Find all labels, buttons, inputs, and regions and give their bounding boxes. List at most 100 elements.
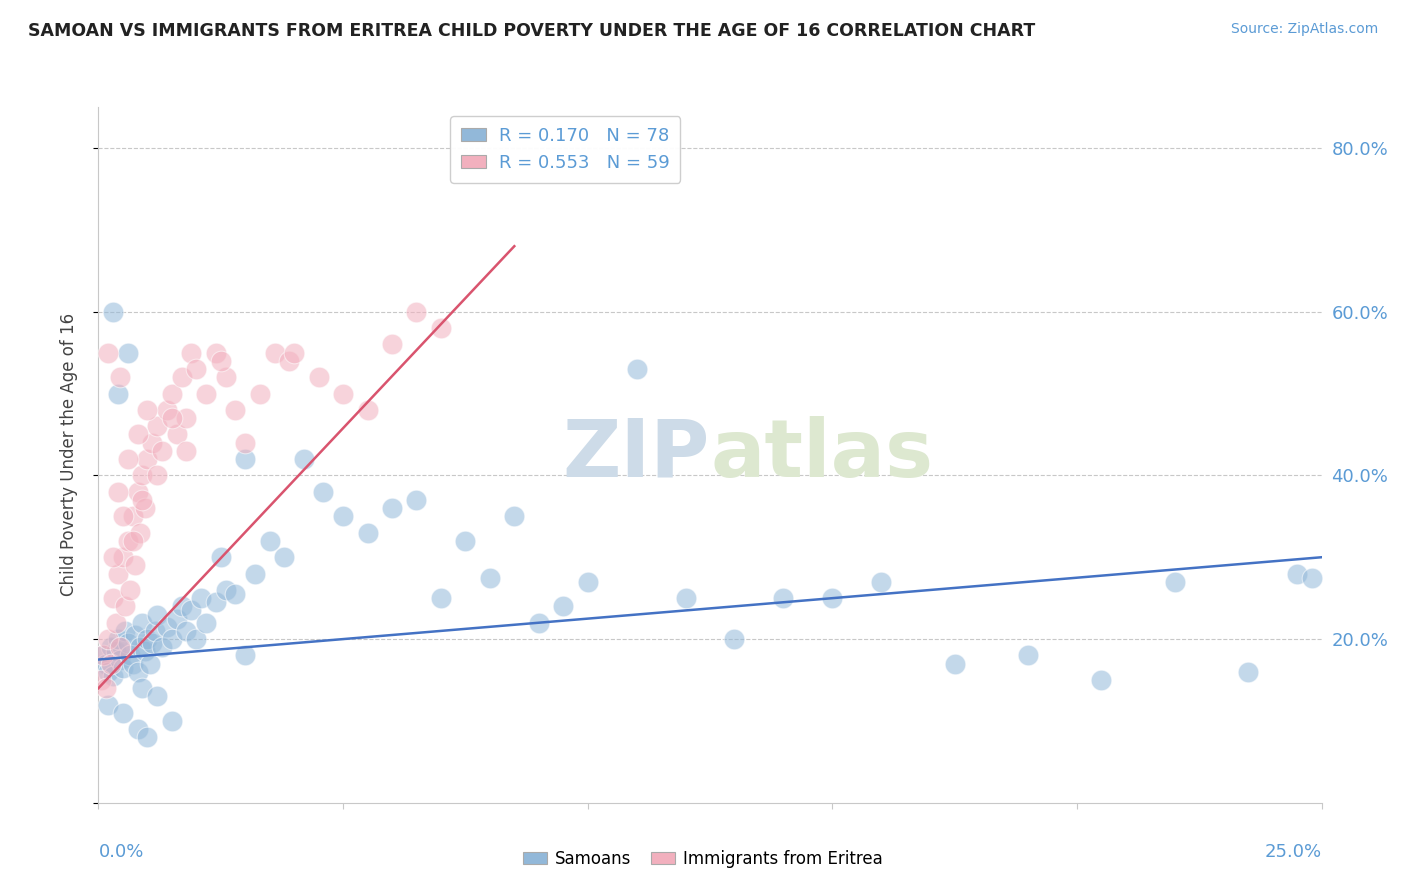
- Point: [101, 304, 124, 318]
- Point: [111, 509, 134, 524]
- Point: [430, 591, 453, 606]
- Point: [233, 435, 256, 450]
- Point: [90, 673, 112, 687]
- Legend: R = 0.170   N = 78, R = 0.553   N = 59: R = 0.170 N = 78, R = 0.553 N = 59: [450, 116, 681, 183]
- Point: [117, 345, 139, 359]
- Text: ZIP: ZIP: [562, 416, 710, 494]
- Point: [117, 636, 139, 650]
- Point: [478, 571, 501, 585]
- Point: [356, 525, 378, 540]
- Point: [134, 644, 156, 658]
- Point: [176, 443, 198, 458]
- Point: [943, 657, 966, 671]
- Point: [312, 484, 335, 499]
- Point: [160, 714, 183, 728]
- Point: [176, 624, 198, 638]
- Point: [121, 533, 143, 548]
- Point: [136, 452, 159, 467]
- Point: [107, 386, 129, 401]
- Text: SAMOAN VS IMMIGRANTS FROM ERITREA CHILD POVERTY UNDER THE AGE OF 16 CORRELATION : SAMOAN VS IMMIGRANTS FROM ERITREA CHILD …: [28, 22, 1035, 40]
- Point: [381, 501, 404, 516]
- Point: [131, 468, 153, 483]
- Point: [308, 370, 330, 384]
- Point: [94, 657, 117, 671]
- Point: [405, 304, 427, 318]
- Point: [129, 640, 152, 655]
- Point: [97, 665, 120, 679]
- Point: [127, 427, 149, 442]
- Point: [107, 484, 129, 499]
- Point: [124, 558, 146, 573]
- Point: [139, 657, 162, 671]
- Point: [111, 550, 134, 565]
- Point: [117, 533, 139, 548]
- Point: [121, 509, 143, 524]
- Point: [131, 615, 153, 630]
- Point: [104, 644, 127, 658]
- Point: [259, 533, 281, 548]
- Point: [141, 636, 163, 650]
- Point: [146, 419, 169, 434]
- Point: [723, 632, 745, 646]
- Point: [292, 452, 315, 467]
- Point: [626, 362, 648, 376]
- Point: [143, 624, 166, 638]
- Point: [160, 632, 183, 646]
- Point: [134, 501, 156, 516]
- Point: [146, 607, 169, 622]
- Point: [150, 443, 173, 458]
- Point: [190, 591, 212, 606]
- Point: [146, 468, 169, 483]
- Point: [195, 386, 218, 401]
- Point: [233, 452, 256, 467]
- Point: [209, 353, 232, 368]
- Point: [107, 566, 129, 581]
- Point: [263, 345, 285, 359]
- Point: [136, 403, 159, 417]
- Point: [160, 411, 183, 425]
- Point: [1090, 673, 1112, 687]
- Point: [110, 370, 132, 384]
- Point: [772, 591, 794, 606]
- Text: Source: ZipAtlas.com: Source: ZipAtlas.com: [1230, 22, 1378, 37]
- Point: [131, 681, 153, 696]
- Point: [166, 427, 188, 442]
- Point: [131, 492, 153, 507]
- Point: [553, 599, 575, 614]
- Point: [127, 722, 149, 736]
- Point: [209, 550, 232, 565]
- Point: [214, 582, 236, 597]
- Point: [104, 615, 127, 630]
- Point: [101, 669, 124, 683]
- Point: [180, 603, 202, 617]
- Point: [150, 640, 173, 655]
- Point: [101, 550, 124, 565]
- Point: [97, 698, 120, 712]
- Point: [186, 362, 208, 376]
- Point: [214, 370, 236, 384]
- Point: [97, 632, 120, 646]
- Point: [186, 632, 208, 646]
- Point: [136, 632, 159, 646]
- Point: [91, 648, 114, 663]
- Point: [1164, 574, 1187, 589]
- Point: [332, 509, 354, 524]
- Point: [107, 632, 129, 646]
- Point: [233, 648, 256, 663]
- Point: [821, 591, 844, 606]
- Point: [120, 648, 142, 663]
- Point: [454, 533, 477, 548]
- Point: [243, 566, 266, 581]
- Point: [166, 612, 188, 626]
- Y-axis label: Child Poverty Under the Age of 16: Child Poverty Under the Age of 16: [59, 313, 77, 597]
- Point: [224, 403, 246, 417]
- Point: [405, 492, 427, 507]
- Point: [94, 681, 117, 696]
- Point: [117, 452, 139, 467]
- Point: [332, 386, 354, 401]
- Point: [160, 386, 183, 401]
- Text: atlas: atlas: [710, 416, 934, 494]
- Point: [503, 509, 526, 524]
- Point: [97, 345, 120, 359]
- Point: [176, 411, 198, 425]
